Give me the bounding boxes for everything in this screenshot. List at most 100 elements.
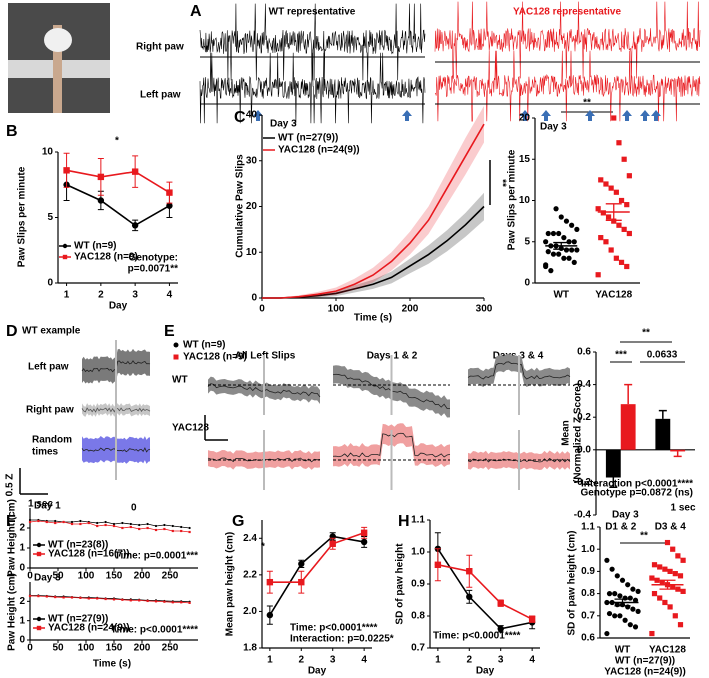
data-point — [613, 255, 619, 261]
data-point — [566, 239, 572, 245]
x-tick-label: 3 — [498, 655, 504, 666]
trace-illustration — [434, 50, 701, 122]
data-point — [154, 528, 158, 532]
x-tick-label: YAC128 — [649, 645, 686, 656]
data-point — [180, 529, 183, 533]
data-point — [121, 598, 124, 601]
data-point — [625, 582, 631, 588]
legend-label: WT (n=23(8)) — [48, 540, 108, 551]
row-label: WT — [172, 375, 188, 386]
data-point — [154, 600, 158, 603]
data-point — [329, 540, 336, 547]
x-tick-label: 50 — [52, 571, 64, 582]
legend-marker — [173, 354, 179, 360]
data-point — [104, 520, 107, 524]
data-point — [45, 520, 48, 524]
data-point — [266, 611, 274, 619]
data-point — [632, 624, 639, 630]
data-point — [121, 521, 124, 525]
data-point — [466, 593, 473, 600]
x-tick-label: 250 — [162, 643, 179, 654]
arrow-icon — [541, 110, 551, 121]
data-point — [603, 181, 609, 187]
data-point — [627, 622, 633, 628]
y-tick-label: 1.0 — [411, 547, 425, 558]
trace-title: YAC128 representative — [513, 7, 621, 18]
data-point — [104, 597, 107, 601]
y-tick-label: 2 — [19, 523, 25, 534]
series-line — [29, 520, 190, 533]
y-tick-label: 1.1 — [581, 522, 595, 533]
annotation: * — [261, 542, 265, 553]
data-point — [664, 539, 671, 546]
legend-marker — [36, 551, 42, 557]
x-tick-label: D3 & 4 — [655, 522, 687, 533]
y-tick-label: 0.4 — [577, 379, 591, 390]
data-point — [670, 584, 676, 590]
data-point — [611, 218, 617, 224]
annotation: p=0.0071** — [128, 264, 178, 275]
data-point — [677, 573, 684, 579]
y-tick-label: 0 — [19, 635, 25, 646]
data-point — [598, 177, 604, 183]
y-tick-label: 20 — [246, 201, 258, 212]
data-point — [104, 523, 107, 527]
error-bar — [659, 579, 676, 590]
chart-title: Day 3 — [34, 573, 61, 584]
data-point — [622, 617, 628, 623]
data-point — [667, 568, 673, 574]
row-label: Right paw — [26, 405, 74, 416]
chart-title: Day 3 — [270, 119, 297, 130]
error-bar — [609, 477, 618, 489]
arrow-icon — [585, 110, 595, 121]
data-point — [561, 255, 567, 261]
data-point — [622, 595, 628, 601]
y-tick-label: 0.8 — [411, 611, 425, 622]
data-point — [651, 562, 658, 568]
data-point — [667, 604, 673, 610]
y-tick-label: 20 — [519, 113, 531, 124]
data-point — [360, 538, 368, 546]
annotation: WT (n=27(9)) — [615, 656, 675, 667]
data-point — [556, 230, 562, 237]
x-tick-label: 200 — [134, 643, 151, 654]
data-point — [28, 520, 32, 524]
data-point — [171, 524, 174, 528]
series-line — [66, 169, 170, 194]
data-point — [180, 601, 183, 604]
x-tick-label: 50 — [52, 643, 64, 654]
legend-label: YAC128 (n=24(9)) — [48, 623, 130, 634]
legend-label: YAC128 (n=9) — [74, 252, 138, 263]
chart-title: Day 3 — [540, 122, 567, 133]
y-tick-label: 0 — [47, 278, 53, 289]
x-axis-label: Day — [476, 666, 495, 677]
zero-label: 0 — [131, 503, 137, 514]
legend-marker — [36, 542, 42, 548]
data-point — [298, 578, 305, 586]
arrow-icon — [253, 110, 263, 121]
x-axis-label: Day — [109, 301, 128, 312]
y-tick-label: 10 — [246, 247, 258, 258]
y-tick-label: 0.7 — [411, 643, 425, 654]
annotation: YAC128 (n=24(9)) — [604, 667, 686, 678]
annotation: ** — [640, 531, 648, 542]
series-line — [269, 535, 365, 616]
data-point — [62, 520, 65, 524]
annotation: Interaction p<0.0001**** — [581, 479, 693, 490]
data-point — [612, 591, 618, 597]
data-point — [617, 613, 623, 619]
panel-letter: H — [398, 513, 410, 530]
bar — [605, 449, 621, 478]
panel-letter: E — [164, 323, 175, 340]
data-point — [550, 251, 557, 257]
trace-illustration — [199, 3, 426, 81]
data-point — [635, 608, 641, 614]
legend-label: WT (n=9) — [183, 340, 226, 351]
data-point — [466, 568, 473, 575]
bar — [620, 404, 636, 450]
data-point — [600, 210, 606, 216]
data-point — [632, 597, 639, 603]
chart-title: Day 1 — [34, 501, 61, 512]
data-point — [171, 529, 174, 533]
